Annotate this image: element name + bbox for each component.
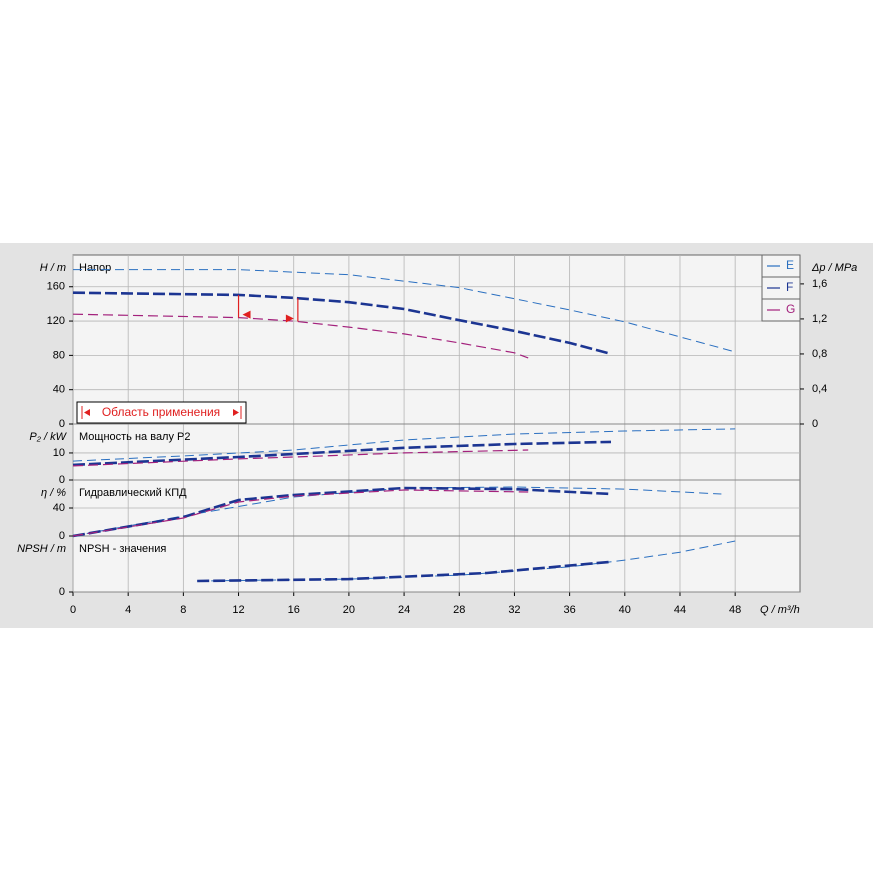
y-tick-label: 160	[47, 281, 65, 293]
panel-title: Мощность на валу P2	[79, 431, 191, 443]
x-tick-label: 8	[180, 604, 186, 616]
range-arrow	[233, 409, 239, 416]
curve	[72, 489, 529, 537]
y-tick-label: 10	[53, 447, 65, 459]
curve	[72, 440, 612, 467]
curve	[72, 291, 612, 356]
x-tick-label: 28	[453, 604, 465, 616]
range-box	[76, 401, 247, 424]
legend-label: G	[786, 302, 795, 316]
y-tick-label: 0	[59, 418, 65, 430]
x-tick-label: 4	[125, 604, 131, 616]
y2-tick-label: 0	[812, 418, 818, 430]
y-axis-label: NPSH / m	[17, 543, 66, 555]
y-tick-label: 0	[59, 474, 65, 486]
curve	[73, 269, 736, 353]
y2-tick-label: 0,8	[812, 348, 827, 360]
range-arrow	[84, 409, 90, 416]
y2-tick-label: 0,4	[812, 383, 827, 395]
range-arrow	[242, 310, 251, 319]
y-axis-label: P₂ / kW	[29, 431, 67, 443]
y-axis-label: η / %	[41, 487, 66, 499]
y-tick-label: 40	[53, 502, 65, 514]
curve	[197, 560, 612, 583]
x-tick-label: 36	[563, 604, 575, 616]
x-tick-label: 24	[398, 604, 410, 616]
y-tick-label: 40	[53, 384, 65, 396]
range-arrow	[285, 314, 294, 323]
panel-title: Гидравлический КПД	[79, 487, 187, 499]
x-tick-label: 20	[343, 604, 355, 616]
y2-axis-label: Δp / MPa	[811, 262, 857, 274]
curve	[72, 486, 612, 538]
legend-label: E	[786, 258, 794, 272]
panel-title: Напор	[79, 262, 111, 274]
curve	[72, 449, 529, 467]
curve	[72, 428, 736, 462]
x-tick-label: 12	[232, 604, 244, 616]
range-label: Область применения	[102, 405, 220, 419]
y2-tick-label: 1,6	[812, 278, 827, 290]
y-axis-label: H / m	[40, 262, 66, 274]
x-tick-label: 0	[70, 604, 76, 616]
x-tick-label: 44	[674, 604, 686, 616]
legend-label: F	[786, 280, 793, 294]
x-tick-label: 48	[729, 604, 741, 616]
y-tick-label: 0	[59, 530, 65, 542]
curve	[72, 313, 529, 359]
panel-title: NPSH - значения	[79, 543, 166, 555]
y-tick-label: 120	[47, 315, 65, 327]
x-tick-label: 32	[508, 604, 520, 616]
y-tick-label: 80	[53, 349, 65, 361]
x-tick-label: 16	[288, 604, 300, 616]
y2-tick-label: 1,2	[812, 313, 827, 325]
x-axis-label: Q / m³/h	[760, 604, 800, 616]
x-tick-label: 40	[619, 604, 631, 616]
y-tick-label: 0	[59, 586, 65, 598]
